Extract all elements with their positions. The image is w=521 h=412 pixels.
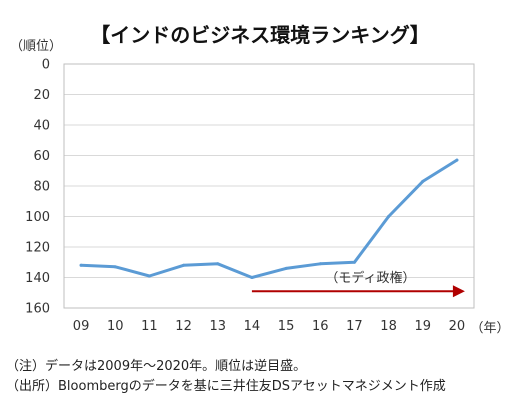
data-point [79,263,83,267]
annotation-label: （モディ政権） [325,270,415,286]
y-tick-label: 140 [25,271,50,286]
x-tick-label: 13 [209,319,226,334]
x-tick-label: 14 [244,319,261,334]
x-tick-label: 18 [380,319,397,334]
y-tick-label: 80 [33,180,50,195]
data-point [455,158,459,162]
y-tick-label: 60 [33,149,50,164]
x-tick-label: 20 [449,319,466,334]
x-tick-label: 09 [73,319,90,334]
x-tick-label: 16 [312,319,329,334]
data-point [113,265,117,269]
plot-frame [63,63,475,309]
y-tick-label: 0 [42,58,50,73]
x-tick-label: 11 [141,319,158,334]
x-tick-label: 10 [107,319,124,334]
y-tick-label: 40 [33,119,50,134]
data-point [250,276,254,279]
source-text: （出所）Bloombergのデータを基に三井住友DSアセットマネジメント作成 [6,379,446,394]
plot-area: 0 20 40 60 80 100 120 140 160 09 10 11 12 13 14 15 16 17 1… [25,58,475,334]
data-point [318,262,322,266]
y-axis-label: （順位） [10,39,62,54]
x-tick-label: 15 [278,319,295,334]
y-tick-label: 160 [25,302,50,317]
data-point [147,274,151,278]
x-tick-label: 19 [414,319,431,334]
data-point [387,215,391,218]
data-point [352,260,356,264]
note-text: （注）データは2009年～2020年。順位は逆目盛。 [6,359,307,374]
annotation-arrowhead [452,285,465,298]
x-tick-label: 17 [346,319,363,334]
data-point [421,179,425,183]
footnotes: （注）データは2009年～2020年。順位は逆目盛。 （出所）Bloomberg… [6,357,446,397]
data-point [216,262,220,266]
y-tick-label: 20 [33,88,50,103]
data-point [284,266,288,270]
x-axis-label: （年） [470,321,509,336]
x-tick-label: 12 [175,319,192,334]
series-line [79,158,459,279]
y-tick-label: 100 [25,210,50,225]
y-tick-label: 120 [25,241,50,256]
data-point [182,263,186,267]
chart-title: 【インドのビジネス環境ランキング】 [90,23,429,47]
